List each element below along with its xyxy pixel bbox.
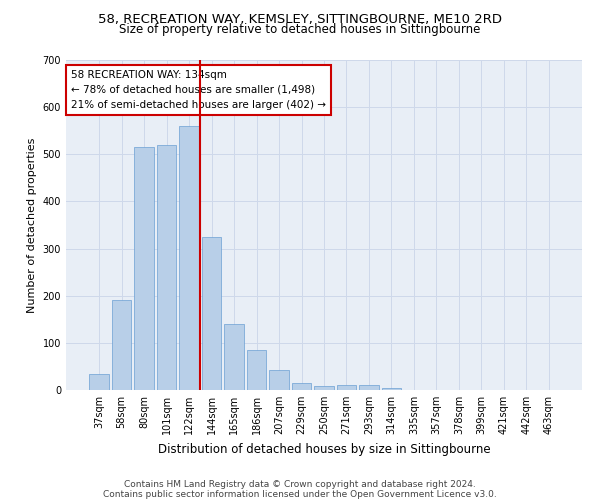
Bar <box>134 147 154 390</box>
Bar <box>179 126 199 390</box>
Y-axis label: Number of detached properties: Number of detached properties <box>27 138 37 312</box>
Bar <box>314 386 334 390</box>
Bar <box>269 370 289 390</box>
Bar <box>157 145 176 390</box>
Bar <box>247 350 266 390</box>
Bar <box>224 324 244 390</box>
Bar <box>359 386 379 390</box>
Bar <box>292 384 311 390</box>
Text: Contains HM Land Registry data © Crown copyright and database right 2024.
Contai: Contains HM Land Registry data © Crown c… <box>103 480 497 499</box>
Bar <box>112 300 131 390</box>
Text: 58, RECREATION WAY, KEMSLEY, SITTINGBOURNE, ME10 2RD: 58, RECREATION WAY, KEMSLEY, SITTINGBOUR… <box>98 12 502 26</box>
Text: 58 RECREATION WAY: 134sqm
← 78% of detached houses are smaller (1,498)
21% of se: 58 RECREATION WAY: 134sqm ← 78% of detac… <box>71 70 326 110</box>
Text: Size of property relative to detached houses in Sittingbourne: Size of property relative to detached ho… <box>119 22 481 36</box>
Bar <box>337 386 356 390</box>
Bar <box>382 388 401 390</box>
Bar <box>89 374 109 390</box>
Bar <box>202 237 221 390</box>
X-axis label: Distribution of detached houses by size in Sittingbourne: Distribution of detached houses by size … <box>158 442 490 456</box>
